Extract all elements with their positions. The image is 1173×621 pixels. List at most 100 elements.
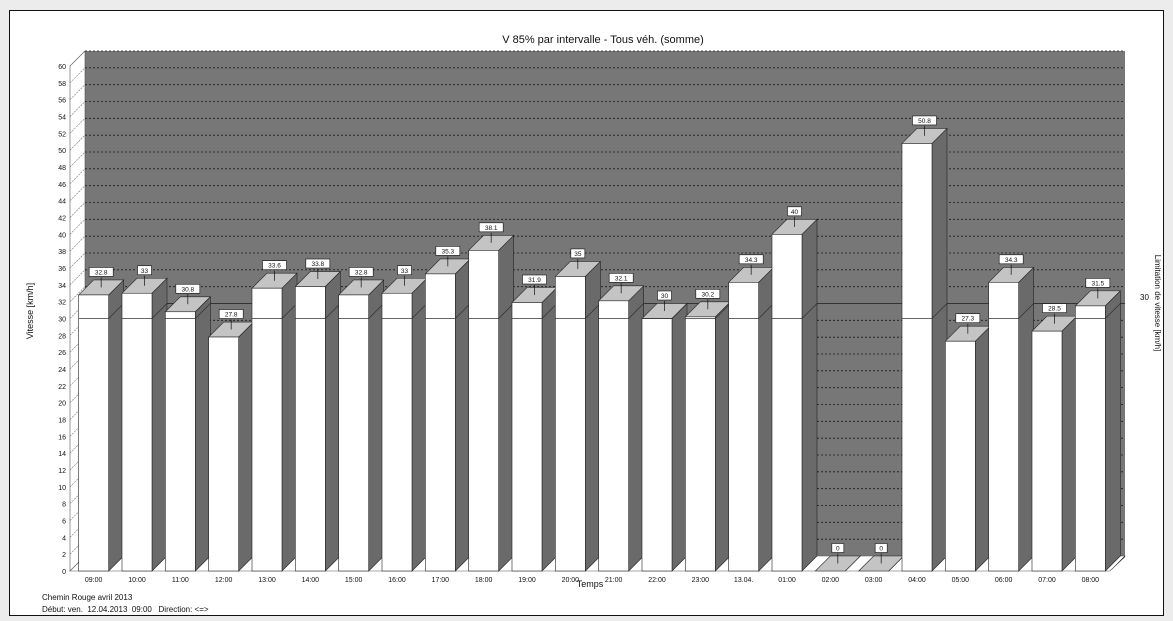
x-tick-label: 10:00 [128,577,146,584]
y-tick-label: 14 [58,451,66,458]
data-label: 27.3 [962,316,975,323]
data-label: 32.1 [615,275,628,282]
gridline-diagonal [69,219,86,235]
speed-limit-line-side [628,303,644,319]
x-tick-label: 04:00 [908,577,926,584]
speed-limit-line-side [931,303,948,319]
gridline-diagonal [69,303,86,319]
x-tick-label: 18:00 [475,577,493,584]
y-tick-label: 10 [58,485,66,492]
bars [77,127,1122,572]
gridline-diagonal [69,202,86,218]
x-tick-label: 19:00 [518,577,536,584]
data-label: 35 [574,251,582,258]
data-label: 0 [879,546,883,553]
y-tick-label: 50 [58,148,66,155]
data-label: 31.9 [528,277,541,284]
data-label-box [397,265,412,276]
bar-front [425,273,456,572]
bar [771,218,818,572]
y-tick-label: 6 [62,519,66,526]
y-tick-label: 8 [62,502,66,509]
x-tick-label: 17:00 [432,577,450,584]
bar-side [1061,315,1078,572]
x-axis-label: Temps [577,579,604,589]
bar-front [121,292,153,572]
data-label: 33.8 [312,261,325,268]
gridline-diagonal [69,50,86,67]
bar [121,277,168,572]
bar-side [1105,290,1121,572]
x-tick-label: 08:00 [1082,577,1100,584]
y-tick-label: 20 [58,401,66,408]
data-label: 50.8 [918,118,931,125]
gridline-diagonal [69,286,86,302]
bar [207,321,255,572]
y-tick-label: 12 [58,468,66,475]
gridline-diagonal [69,67,86,84]
gridline-diagonal [69,387,86,403]
y-tick-label: 58 [58,81,66,88]
bar-side [975,325,991,572]
y-tick-label: 16 [58,434,66,441]
data-label: 30.8 [182,286,195,293]
bar-side [238,321,254,572]
x-tick-label: 12:00 [215,577,233,584]
x-tick-label: 23:00 [692,577,710,584]
y-tick-label: 60 [58,64,66,71]
data-label: 35.3 [442,248,455,255]
data-label: 30.2 [702,291,715,298]
bar-front [988,282,1019,572]
y-tick-label: 4 [62,535,66,542]
speed-limit-line-side [498,303,514,319]
chart-title: V 85% par intervalle - Tous véh. (somme) [502,34,704,46]
speed-limit-line-side [801,303,818,319]
y-tick-label: 54 [58,115,66,122]
data-label-box [305,258,331,269]
x-tick-label: 07:00 [1038,577,1056,584]
speed-limit-value: 30 [1140,293,1149,302]
gridline-diagonal [69,353,86,370]
bar [727,266,775,572]
gridline-diagonal [69,471,86,488]
speed-limit-line-side [1018,303,1034,319]
y-tick-label: 18 [58,418,66,425]
x-tick-label: 03:00 [865,577,883,584]
gridline-diagonal [69,118,86,134]
bar [251,272,298,572]
gridline-diagonal [69,555,86,572]
y-tick-label: 40 [58,232,66,239]
bar-side [585,260,601,572]
x-tick-label: 02:00 [822,577,840,584]
bar-front [901,143,933,572]
x-tick-label: 13.04. [734,577,754,584]
data-label: 28.5 [1048,306,1061,313]
bar-front [208,336,239,572]
y-tick-label: 28 [58,333,66,340]
speed-limit-line-side [151,303,168,319]
bar-front [511,302,543,572]
y-tick-label: 44 [58,199,66,206]
bar [944,325,992,572]
bar-front [945,340,976,572]
speed-limit-line-side [671,303,688,319]
bar-side [1018,266,1034,572]
bar [597,285,645,572]
data-label: 33 [141,268,149,275]
x-tick-label: 20:00 [562,577,580,584]
y-tick-label: 48 [58,165,66,172]
data-label: 33.6 [268,263,281,270]
bar [987,266,1035,572]
data-label: 31.5 [1092,280,1105,287]
data-label-box [874,543,888,553]
x-tick-label: 22:00 [648,577,666,584]
speed-limit-line-side [541,303,558,319]
gridline-diagonal [69,168,86,185]
bar [381,277,428,572]
bar-front [555,276,586,572]
data-label: 30 [661,293,669,300]
data-label-box [1042,303,1067,313]
data-label-box [137,265,152,276]
speed-limit-line-side [758,303,774,319]
x-tick-label: 09:00 [85,577,103,584]
